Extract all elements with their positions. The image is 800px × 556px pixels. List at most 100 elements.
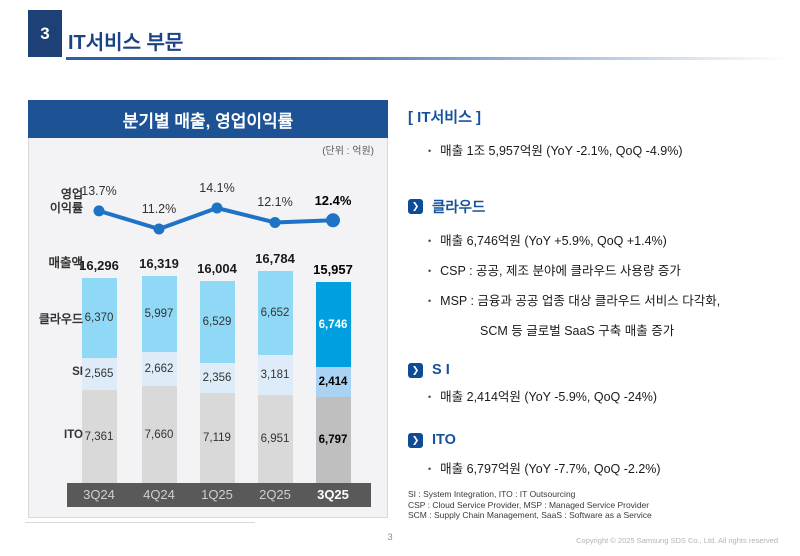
bar-value: 7,660 (144, 428, 174, 441)
bar-value: 7,119 (203, 432, 231, 444)
bar-segment-cloud: 6,652 (257, 271, 293, 355)
bullet-item: • 매출 6,746억원 (YoY +5.9%, QoQ +1.4%) (428, 230, 667, 249)
bullet-item: • CSP : 공공, 제조 분야에 클라우드 사용량 증가 (428, 260, 681, 279)
bar-value: 6,797 (318, 434, 348, 446)
title-underline (66, 57, 790, 60)
bar-value: 6,529 (202, 316, 232, 328)
revenue-value: 15,957 (313, 262, 353, 277)
row-label-operating-margin-line2: 이익률 (49, 201, 83, 215)
bullet-dot: • (428, 392, 432, 402)
bullet-dot: • (428, 236, 432, 246)
bar-value: 2,414 (318, 376, 348, 388)
bullet-text: CSP : 공공, 제조 분야에 클라우드 사용량 증가 (440, 264, 681, 278)
section-heading: ❯ S I (408, 362, 450, 378)
revenue-value: 16,296 (79, 258, 119, 273)
chevron-right-icon: ❯ (408, 362, 423, 378)
margin-value: 13.7% (81, 183, 117, 198)
bar-segment-si: 2,662 (141, 352, 177, 386)
bar-segment-si: 2,356 (199, 363, 235, 393)
bar-segment-cloud: 6,746 (315, 282, 351, 367)
it-service-heading: [ IT서비스 ] (408, 109, 482, 126)
row-label-cloud: 클라우드 (38, 312, 83, 326)
bar-value: 2,356 (202, 372, 232, 384)
bar-value: 7,361 (84, 430, 114, 443)
x-axis-label: 3Q25 (317, 487, 349, 502)
section-title: ITO (432, 432, 456, 448)
revenue-value: 16,784 (255, 251, 295, 266)
margin-point (153, 223, 165, 235)
margin-point (211, 202, 223, 214)
bar-value: 6,951 (260, 433, 290, 445)
bullet-text: 매출 1조 5,957억원 (YoY -2.1%, QoQ -4.9%) (440, 144, 683, 158)
bar-segment-si: 2,565 (81, 358, 117, 390)
bar-segment-ito: 7,660 (141, 386, 177, 483)
bullet-dot: • (428, 464, 432, 474)
footer-divider (25, 522, 255, 523)
unit-label: (단위 : 억원) (322, 146, 374, 157)
bar-value: 3,181 (260, 369, 290, 381)
chevron-right-icon: ❯ (408, 199, 423, 214)
bullet-item: • 매출 6,797억원 (YoY -7.7%, QoQ -2.2%) (428, 458, 661, 477)
row-label-si: SI (72, 366, 83, 378)
quarterly-chart-panel: 분기별 매출, 영업이익률 (단위 : 억원) 영업 이익률 매출액 16,29… (28, 100, 388, 518)
bar-value: 6,746 (318, 318, 348, 331)
bar-value: 6,652 (260, 307, 290, 319)
row-label-operating-margin: 영업 이익률 (31, 187, 83, 215)
bullet-text: MSP : 금융과 공공 업종 대상 클라우드 서비스 다각화, (440, 294, 721, 308)
bar-segment-si: 3,181 (257, 355, 293, 395)
bar-segment-cloud: 6,370 (81, 278, 117, 358)
bar-value: 5,997 (144, 308, 174, 320)
bullet-dot: • (428, 266, 432, 276)
chart-title: 분기별 매출, 영업이익률 (28, 100, 388, 138)
margin-value: 12.1% (257, 195, 293, 210)
x-axis-label: 2Q25 (259, 487, 291, 502)
x-axis-label: 4Q24 (143, 487, 175, 502)
bullet-item: • 매출 2,414억원 (YoY -5.9%, QoQ -24%) (428, 386, 657, 405)
margin-value: 11.2% (141, 202, 177, 216)
section-title: S I (432, 362, 450, 378)
bar-segment-cloud: 5,997 (141, 276, 177, 352)
row-label-operating-margin-line1: 영업 (60, 187, 83, 201)
bullet-item: • 매출 1조 5,957억원 (YoY -2.1%, QoQ -4.9%) (428, 140, 682, 159)
section-heading: ❯ ITO (408, 432, 456, 448)
x-axis-label: 1Q25 (201, 487, 233, 502)
footnote-line: CSP : Cloud Service Provider, MSP : Mana… (408, 499, 650, 510)
bullet-dot: • (428, 296, 432, 306)
bar-segment-ito: 7,119 (199, 393, 235, 483)
bullet-text: 매출 6,797억원 (YoY -7.7%, QoQ -2.2%) (440, 462, 661, 476)
page-number: 3 (387, 532, 393, 543)
bar-value: 2,565 (84, 368, 114, 380)
x-axis-label: 3Q24 (83, 487, 115, 502)
bar-segment-cloud: 6,529 (199, 281, 235, 363)
row-label-ito: ITO (64, 428, 83, 441)
row-label-revenue: 매출액 (48, 256, 83, 270)
slide-number-box: 3 (28, 10, 62, 57)
revenue-value: 16,319 (139, 256, 179, 271)
margin-point (269, 216, 281, 228)
bullet-continuation: SCM 등 글로벌 SaaS 구축 매출 증가 (480, 324, 675, 338)
margin-value: 12.4% (314, 193, 352, 209)
footnote-line: SCM : Supply Chain Management, SaaS : So… (408, 510, 652, 520)
bar-value: 6,370 (84, 312, 114, 324)
margin-point (326, 213, 340, 228)
slide-number: 3 (40, 23, 50, 43)
bullet-text: 매출 2,414억원 (YoY -5.9%, QoQ -24%) (440, 390, 658, 404)
revenue-value: 16,004 (197, 261, 237, 276)
bullet-text: 매출 6,746억원 (YoY +5.9%, QoQ +1.4%) (440, 234, 667, 248)
margin-point (93, 205, 105, 217)
page-title: IT서비스 부문 (68, 32, 184, 54)
section-heading: ❯ 클라우드 (408, 196, 485, 217)
x-axis-band (67, 483, 371, 507)
bullet-item: • MSP : 금융과 공공 업종 대상 클라우드 서비스 다각화, (428, 290, 720, 309)
footnote-line: SI : System Integration, ITO : IT Outsou… (408, 489, 576, 499)
bar-segment-ito: 6,797 (315, 397, 351, 483)
chevron-right-icon: ❯ (408, 432, 423, 448)
bullet-dot: • (428, 146, 432, 156)
bar-segment-ito: 7,361 (81, 390, 117, 483)
section-title: 클라우드 (432, 200, 486, 216)
details-panel: [ IT서비스 ] • 매출 1조 5,957억원 (YoY -2.1%, Qo… (406, 0, 792, 556)
bar-segment-si: 2,414 (315, 367, 351, 397)
margin-value: 14.1% (199, 181, 235, 195)
copyright: Copyright © 2025 Samsung SDS Co., Ltd. A… (576, 536, 778, 545)
